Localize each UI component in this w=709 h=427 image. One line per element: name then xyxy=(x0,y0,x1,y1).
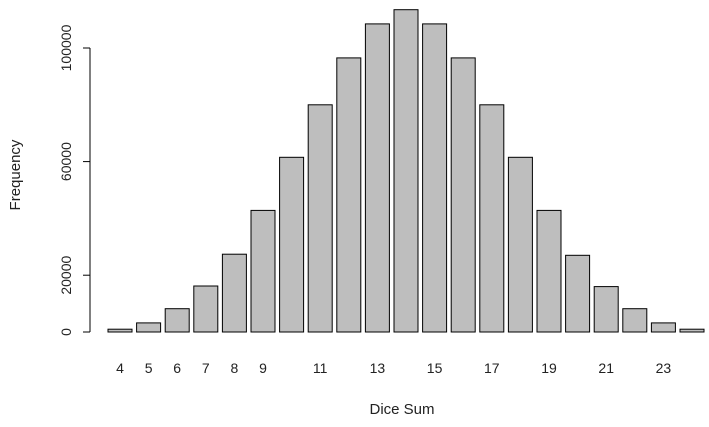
bar-21 xyxy=(593,286,619,333)
x-tick-label-4: 4 xyxy=(116,360,124,376)
y-axis-title: Frequency xyxy=(7,139,24,210)
bar-24 xyxy=(679,328,705,333)
x-tick-label-17: 17 xyxy=(484,360,500,376)
bar-8 xyxy=(221,253,247,333)
x-tick-label-6: 6 xyxy=(173,360,181,376)
bar-11 xyxy=(307,104,333,333)
bar-7 xyxy=(193,285,219,333)
bar-20 xyxy=(565,254,591,333)
bar-17 xyxy=(479,104,505,333)
y-tick-label-60000: 60000 xyxy=(58,142,74,181)
x-tick-label-15: 15 xyxy=(427,360,443,376)
y-axis: 0 20000 60000 100000 xyxy=(58,24,91,336)
bar-22 xyxy=(622,308,648,333)
x-tick-label-21: 21 xyxy=(598,360,614,376)
bar-4 xyxy=(107,328,133,333)
x-axis-title: Dice Sum xyxy=(369,401,434,418)
bar-18 xyxy=(507,156,533,333)
bar-10 xyxy=(279,156,305,333)
x-tick-label-8: 8 xyxy=(231,360,239,376)
x-tick-label-13: 13 xyxy=(370,360,386,376)
bar-23 xyxy=(650,322,676,333)
bar-5 xyxy=(136,322,162,333)
bar-13 xyxy=(364,23,390,333)
bar-9 xyxy=(250,209,276,333)
x-tick-labels: 4 5 6 7 8 9 11 13 15 17 19 21 23 xyxy=(116,360,671,376)
bar-15 xyxy=(422,23,448,333)
x-tick-label-23: 23 xyxy=(656,360,672,376)
y-tick-label-20000: 20000 xyxy=(58,256,74,295)
x-tick-label-5: 5 xyxy=(145,360,153,376)
bar-6 xyxy=(164,308,190,333)
y-tick-label-100000: 100000 xyxy=(58,24,74,71)
bar-16 xyxy=(450,57,476,333)
x-tick-label-7: 7 xyxy=(202,360,210,376)
bar-14 xyxy=(393,9,419,333)
bars-group xyxy=(107,9,705,333)
y-tick-label-0: 0 xyxy=(58,328,74,336)
x-tick-label-19: 19 xyxy=(541,360,557,376)
bar-12 xyxy=(336,57,362,333)
x-tick-label-9: 9 xyxy=(259,360,267,376)
x-tick-label-11: 11 xyxy=(313,360,328,376)
bar-19 xyxy=(536,209,562,333)
